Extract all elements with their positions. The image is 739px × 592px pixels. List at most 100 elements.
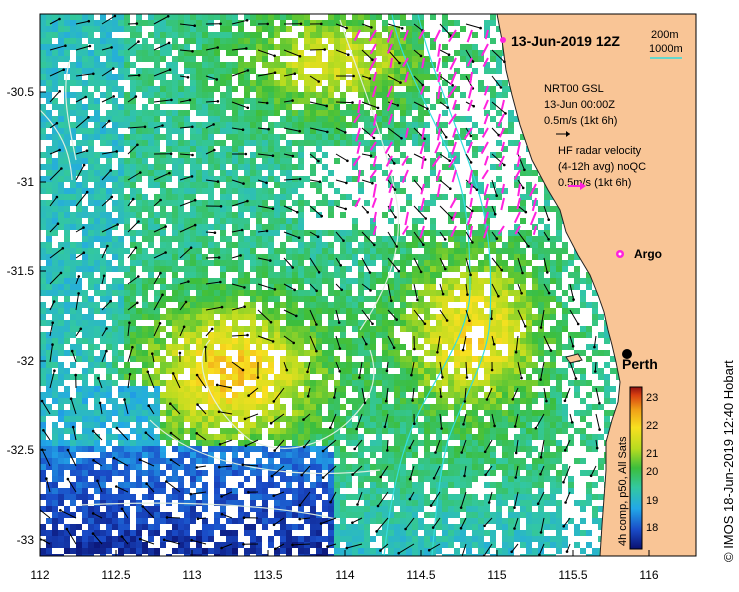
sst-pixel (496, 356, 502, 362)
sst-pixel (316, 242, 322, 248)
sst-pixel (124, 62, 130, 68)
sst-pixel (190, 410, 196, 416)
sst-pixel (220, 320, 226, 326)
sst-pixel (178, 368, 184, 374)
sst-pixel (178, 320, 184, 326)
sst-pixel (502, 296, 508, 302)
sst-pixel (232, 344, 238, 350)
sst-pixel (178, 248, 184, 254)
sst-pixel (400, 254, 406, 260)
sst-pixel (418, 62, 424, 68)
sst-pixel (142, 266, 148, 272)
sst-pixel (166, 392, 172, 398)
sst-pixel (178, 230, 184, 236)
sst-pixel (358, 332, 364, 338)
sst-pixel (478, 290, 484, 296)
sst-pixel (322, 194, 328, 200)
sst-pixel (136, 146, 142, 152)
sst-pixel (376, 314, 382, 320)
sst-pixel (352, 50, 358, 56)
sst-pixel (256, 380, 262, 386)
sst-pixel (400, 422, 406, 428)
sst-pixel (64, 128, 70, 134)
sst-pixel (100, 224, 106, 230)
sst-pixel (544, 338, 550, 344)
sst-pixel (304, 422, 310, 428)
sst-pixel (340, 20, 346, 26)
sst-pixel (256, 44, 262, 50)
sst-pixel (472, 68, 478, 74)
sst-pixel (346, 278, 352, 284)
sst-pixel (376, 410, 382, 416)
sst-pixel (226, 296, 232, 302)
sst-pixel (424, 254, 430, 260)
sst-pixel (418, 398, 424, 404)
sst-pixel (322, 176, 328, 182)
sst-pixel (256, 260, 262, 266)
sst-pixel (64, 86, 70, 92)
sst-pixel (520, 296, 526, 302)
sst-pixel (358, 74, 364, 80)
sst-pixel (538, 236, 544, 242)
sst-pixel (238, 176, 244, 182)
sst-pixel (166, 422, 172, 428)
sst-pixel (160, 20, 166, 26)
sst-pixel (70, 20, 76, 26)
sst-pixel (316, 368, 322, 374)
sst-pixel (82, 248, 88, 254)
sst-pixel (292, 392, 298, 398)
sst-pixel (154, 62, 160, 68)
sst-pixel (328, 290, 334, 296)
sst-pixel (544, 410, 550, 416)
sst-pixel (178, 188, 184, 194)
sst-pixel (400, 344, 406, 350)
sst-pixel (298, 452, 304, 458)
sst-pixel (262, 356, 268, 362)
sst-pixel (82, 326, 88, 332)
sst-pixel (166, 116, 172, 122)
sst-pixel (118, 200, 124, 206)
sst-pixel (196, 380, 202, 386)
sst-pixel (406, 38, 412, 44)
sst-pixel (508, 236, 514, 242)
sst-pixel (172, 266, 178, 272)
sst-pixel (94, 416, 100, 422)
sst-pixel (478, 422, 484, 428)
sst-pixel (58, 110, 64, 116)
sst-pixel (46, 188, 52, 194)
sst-pixel (448, 236, 454, 242)
sst-pixel (418, 38, 424, 44)
sst-pixel (262, 98, 268, 104)
sst-pixel (118, 14, 124, 20)
sst-pixel (208, 302, 214, 308)
sst-pixel (46, 350, 52, 356)
sst-pixel (148, 110, 154, 116)
sst-pixel (196, 44, 202, 50)
sst-pixel (274, 182, 280, 188)
sst-pixel (76, 386, 82, 392)
sst-pixel (478, 356, 484, 362)
sst-pixel (388, 68, 394, 74)
sst-pixel (94, 320, 100, 326)
sst-pixel (52, 206, 58, 212)
sst-pixel (70, 428, 76, 434)
sst-pixel (526, 446, 532, 452)
sst-pixel (298, 230, 304, 236)
sst-pixel (424, 266, 430, 272)
sst-pixel (508, 266, 514, 272)
plot-area (40, 14, 696, 556)
sst-pixel (112, 248, 118, 254)
sst-pixel (208, 110, 214, 116)
sst-pixel (124, 224, 130, 230)
sst-pixel (130, 128, 136, 134)
sst-pixel (538, 356, 544, 362)
sst-pixel (388, 206, 394, 212)
sst-pixel (472, 302, 478, 308)
sst-pixel (550, 356, 556, 362)
sst-pixel (112, 266, 118, 272)
sst-pixel (322, 398, 328, 404)
sst-pixel (376, 416, 382, 422)
sst-pixel (88, 254, 94, 260)
sst-pixel (268, 326, 274, 332)
sst-pixel (394, 134, 400, 140)
